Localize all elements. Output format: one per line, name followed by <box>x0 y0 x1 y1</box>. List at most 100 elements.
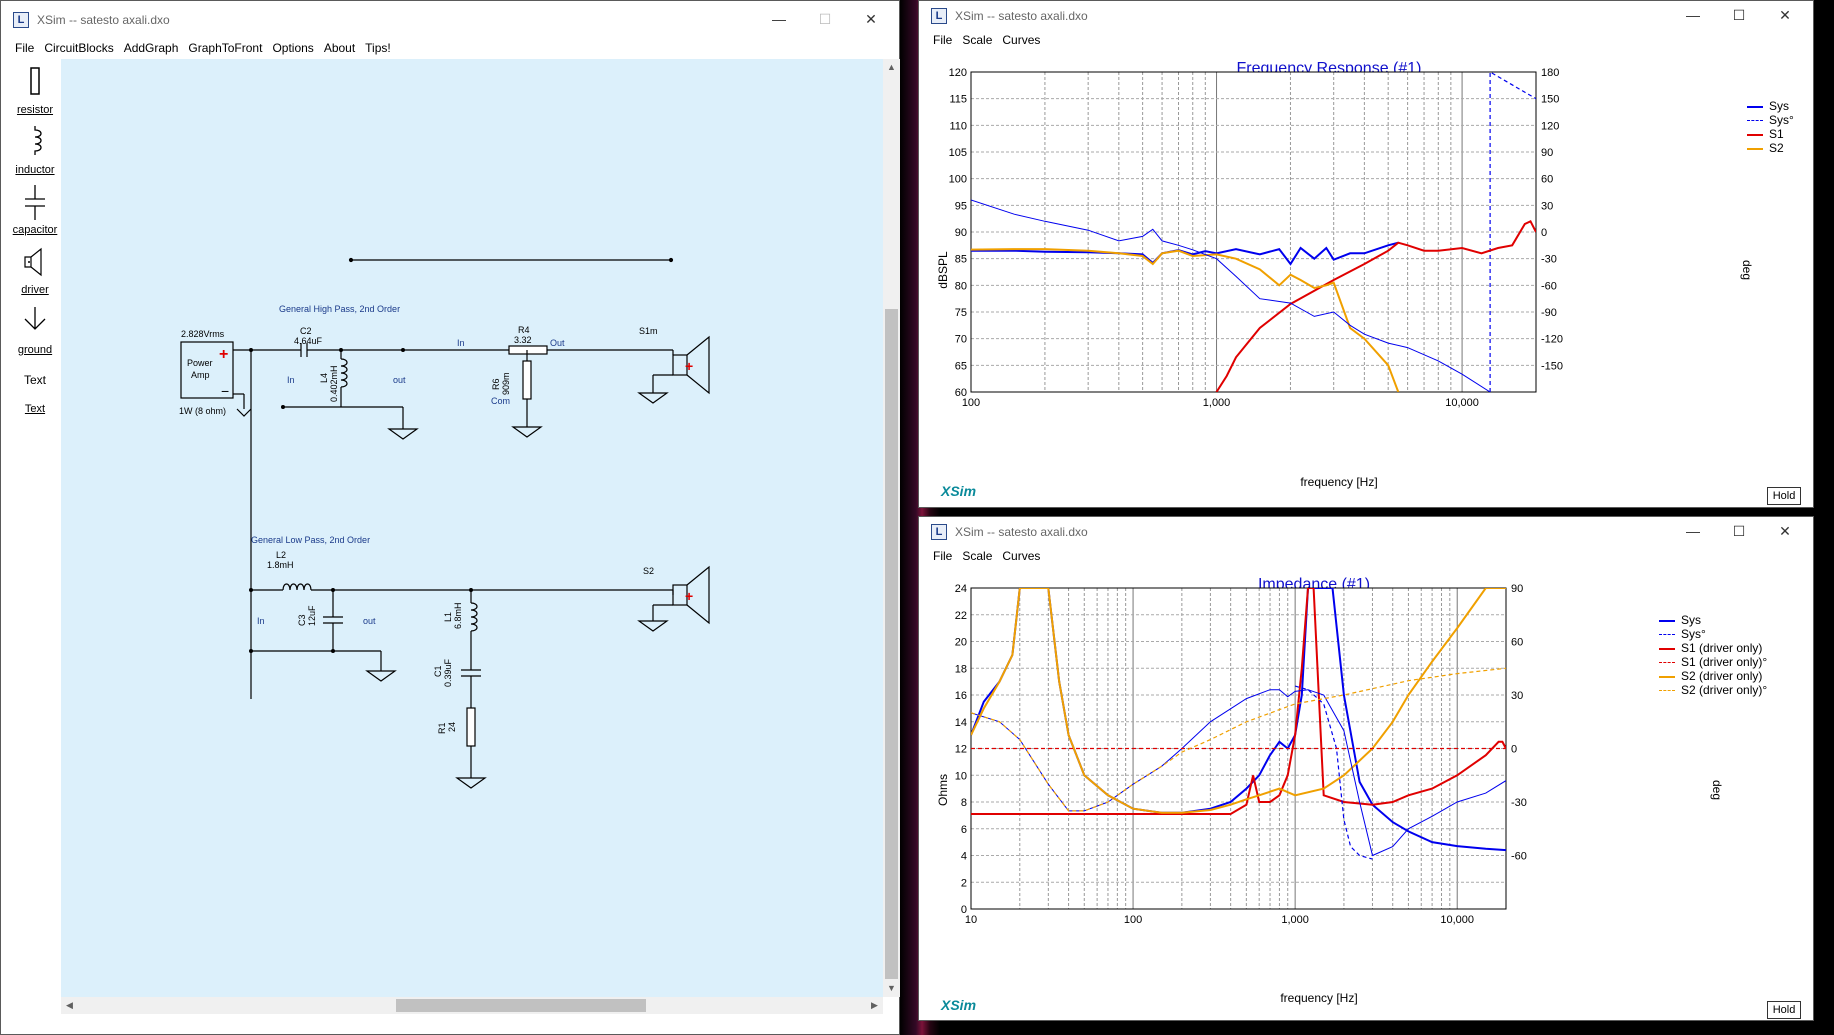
close-button[interactable]: ✕ <box>865 11 877 27</box>
legend-item[interactable]: S2 <box>1747 141 1813 155</box>
maximize-button[interactable]: ☐ <box>1732 523 1746 539</box>
title-bar[interactable]: L XSim -- satesto axali.dxo — ☐ ✕ <box>919 1 1813 31</box>
tool-text-underlined[interactable]: Text <box>11 403 59 415</box>
ground-symbol[interactable] <box>637 620 669 632</box>
resistor-r1[interactable] <box>466 707 476 747</box>
tool-driver[interactable]: driver <box>11 245 59 296</box>
legend-item[interactable]: Sys° <box>1747 113 1813 127</box>
tool-capacitor[interactable]: capacitor <box>11 185 59 236</box>
legend-item[interactable]: S1 (driver only) <box>1659 641 1809 655</box>
menu-options[interactable]: Options <box>272 41 314 55</box>
menu-about[interactable]: About <box>323 41 356 55</box>
legend: Sys Sys° S1 S2 <box>1747 99 1813 155</box>
series-line-sys-phase <box>971 199 1491 392</box>
legend-item[interactable]: Sys <box>1747 99 1813 113</box>
speaker-s1-body[interactable] <box>672 354 688 376</box>
app-icon: L <box>13 12 29 28</box>
tool-text-label: Text <box>23 373 46 387</box>
minimize-button[interactable]: — <box>772 11 786 27</box>
legend-swatch <box>1659 690 1675 691</box>
speaker-icon <box>24 247 42 277</box>
scroll-right-arrow-icon[interactable]: ▶ <box>871 1000 878 1010</box>
legend-swatch <box>1659 676 1675 678</box>
ground-symbol[interactable] <box>365 670 397 682</box>
menu-circuitblocks[interactable]: CircuitBlocks <box>44 41 114 55</box>
scroll-thumb[interactable] <box>885 309 898 979</box>
capacitor-icon <box>25 185 45 220</box>
power-amp-box[interactable] <box>180 341 234 399</box>
inductor-l1[interactable] <box>470 602 478 632</box>
legend-label: S1 <box>1769 127 1784 141</box>
y-tick-label: 105 <box>949 147 967 159</box>
title-bar[interactable]: L XSim -- satesto axali.dxo — ☐ ✕ <box>1 1 899 39</box>
menu-file[interactable]: File <box>933 549 953 563</box>
y2-tick-label: -30 <box>1541 254 1557 266</box>
source-label-2: Amp <box>191 370 210 380</box>
frequency-response-window[interactable]: L XSim -- satesto axali.dxo — ☐ ✕ File Sc… <box>918 0 1814 508</box>
menu-curves[interactable]: Curves <box>1002 549 1041 563</box>
scroll-up-arrow-icon[interactable]: ▲ <box>887 62 896 72</box>
legend-item[interactable]: S1 (driver only)° <box>1659 655 1809 669</box>
schematic-canvas[interactable]: 2.828Vrms Power Amp + − 1W (8 ohm) Gener… <box>61 59 883 997</box>
legend-item[interactable]: Sys° <box>1659 627 1809 641</box>
r4-in: In <box>457 338 465 348</box>
close-button[interactable]: ✕ <box>1779 7 1791 23</box>
ground-symbol[interactable] <box>455 777 487 789</box>
y-tick-label: 60 <box>955 387 967 399</box>
schematic-window[interactable]: L XSim -- satesto axali.dxo — ☐ ✕ File Ci… <box>0 0 900 1035</box>
resistor-r6[interactable] <box>522 360 532 400</box>
maximize-button[interactable]: ☐ <box>1732 7 1746 23</box>
menu-scale[interactable]: Scale <box>962 33 993 47</box>
ground-symbol[interactable] <box>511 426 543 438</box>
y-tick-label: 24 <box>955 583 967 595</box>
speaker-s2-cone[interactable] <box>686 565 710 625</box>
ground-symbol[interactable] <box>236 408 252 417</box>
maximize-button[interactable]: ☐ <box>818 11 832 27</box>
inductor-l2[interactable] <box>282 583 312 591</box>
close-button[interactable]: ✕ <box>1779 523 1791 539</box>
r4-name: R4 <box>518 325 530 335</box>
menu-file[interactable]: File <box>15 41 35 55</box>
speaker-s1-cone[interactable] <box>686 335 710 395</box>
hold-button[interactable]: Hold <box>1767 487 1801 505</box>
scroll-down-arrow-icon[interactable]: ▼ <box>887 983 896 993</box>
y-tick-label: 14 <box>955 717 967 729</box>
menu-graphtofront[interactable]: GraphToFront <box>188 41 263 55</box>
scroll-thumb[interactable] <box>396 999 646 1012</box>
legend-item[interactable]: S2 (driver only)° <box>1659 683 1809 697</box>
legend-item[interactable]: S2 (driver only) <box>1659 669 1809 683</box>
vertical-scrollbar[interactable]: ▲ ▼ <box>883 59 900 997</box>
menu-tips[interactable]: Tips! <box>365 41 391 55</box>
inductor-l4[interactable] <box>340 358 348 388</box>
y2-tick-label: 150 <box>1541 94 1559 106</box>
y-tick-label: 8 <box>961 797 967 809</box>
y-tick-label: 100 <box>949 174 967 186</box>
ground-symbol[interactable] <box>387 428 419 440</box>
minimize-button[interactable]: — <box>1686 7 1700 23</box>
tool-ground[interactable]: ground <box>11 305 59 356</box>
y2-tick-label: 60 <box>1511 637 1523 649</box>
impedance-window[interactable]: L XSim -- satesto axali.dxo — ☐ ✕ File Sc… <box>918 516 1814 1021</box>
menu-curves[interactable]: Curves <box>1002 33 1041 47</box>
legend-item[interactable]: Sys <box>1659 613 1809 627</box>
y-tick-label: 70 <box>955 334 967 346</box>
tool-text[interactable]: Text <box>11 373 59 387</box>
minimize-button[interactable]: — <box>1686 523 1700 539</box>
menu-scale[interactable]: Scale <box>962 549 993 563</box>
tool-inductor[interactable]: inductor <box>11 125 59 176</box>
title-bar[interactable]: L XSim -- satesto axali.dxo — ☐ ✕ <box>919 517 1813 547</box>
hold-button[interactable]: Hold <box>1767 1001 1801 1019</box>
horizontal-scrollbar[interactable]: ◀ ▶ <box>61 997 883 1014</box>
menu-file[interactable]: File <box>933 33 953 47</box>
tool-resistor[interactable]: resistor <box>11 65 59 116</box>
menu-addgraph[interactable]: AddGraph <box>123 41 179 55</box>
frequency-response-chart[interactable]: 60 65 70 75 80 85 90 95 100 105 110 115 120 -150 -120 -… <box>919 51 1815 491</box>
ground-symbol[interactable] <box>637 392 669 404</box>
legend-label: Sys° <box>1681 627 1706 641</box>
y2-tick-label: -90 <box>1541 307 1557 319</box>
speaker-s2-body[interactable] <box>672 584 688 606</box>
resistor-r4[interactable] <box>508 345 548 355</box>
scroll-left-arrow-icon[interactable]: ◀ <box>66 1000 73 1010</box>
legend-item[interactable]: S1 <box>1747 127 1813 141</box>
